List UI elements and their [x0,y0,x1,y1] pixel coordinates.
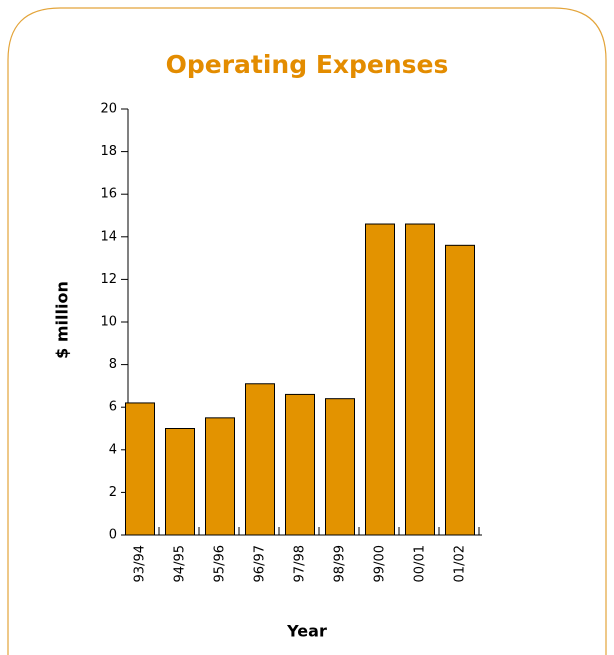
chart-title: Operating Expenses [166,50,449,79]
x-axis-label: Year [286,622,327,641]
y-tick-label: 12 [100,272,117,287]
bar [125,402,155,536]
x-tick-label: 98/99 [333,545,348,582]
bar [325,398,355,536]
x-tick-label: 93/94 [133,545,148,582]
x-tick-label: 01/02 [453,545,468,582]
bar [405,223,435,536]
x-tick-label: 00/01 [413,545,428,582]
bar [165,428,195,536]
y-tick-label: 16 [100,187,117,202]
bar [445,244,475,536]
bar [205,417,235,536]
bar [285,393,315,536]
y-tick-label: 20 [100,102,117,117]
y-tick-label: 14 [100,229,117,244]
x-tick-label: 96/97 [253,545,268,582]
x-tick-label: 99/00 [373,545,388,582]
y-tick-label: 10 [100,315,117,330]
y-tick-label: 18 [100,144,117,159]
y-tick-label: 6 [109,400,117,415]
y-tick-label: 8 [109,357,117,372]
bar [365,223,395,536]
x-tick-label: 95/96 [213,545,228,582]
y-tick-label: 2 [109,485,117,500]
x-tick-label: 97/98 [293,545,308,582]
bar [245,383,275,536]
y-axis-label: $ million [53,281,72,359]
x-tick-label: 94/95 [173,545,188,582]
frame [7,7,607,655]
y-tick-label: 0 [109,528,117,543]
y-tick-label: 4 [109,442,117,457]
